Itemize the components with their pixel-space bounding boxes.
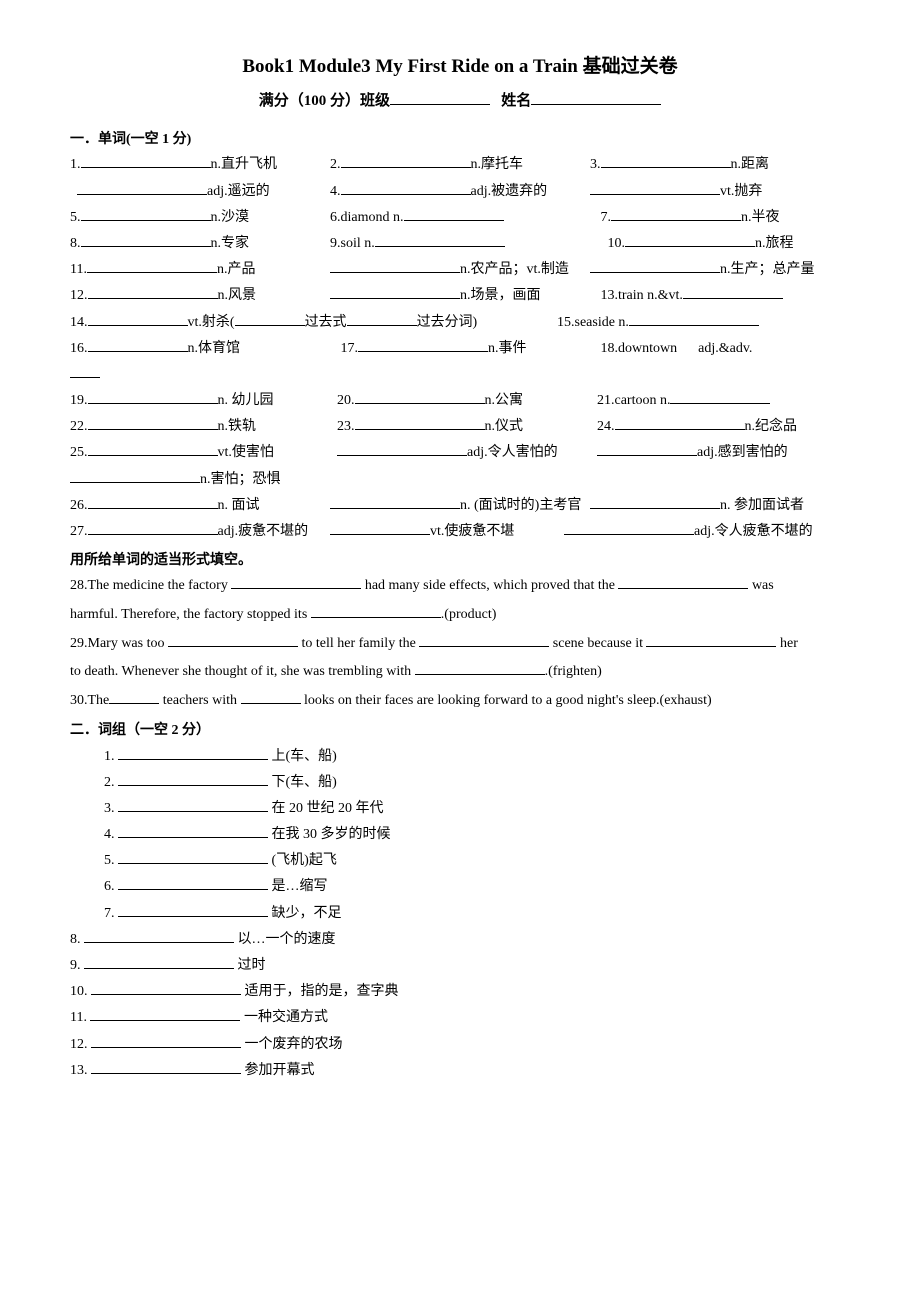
vocab-row: 26.n. 面试 n. (面试时的)主考官 n. 参加面试者 (70, 493, 850, 518)
answer-blank[interactable] (118, 796, 268, 812)
phrase-item: 3. 在 20 世纪 20 年代 (70, 796, 850, 821)
answer-blank[interactable] (118, 770, 268, 786)
fill-question: 30.The teachers with looks on their face… (70, 688, 850, 715)
answer-blank[interactable] (91, 979, 241, 995)
vocab-row: 19.n. 幼儿园 20.n.公寓 21.cartoon n. (70, 388, 850, 413)
fill-question: harmful. Therefore, the factory stopped … (70, 602, 850, 629)
phrase-item: 7. 缺少，不足 (70, 901, 850, 926)
vocab-row: adj.遥远的 4.adj.被遗弃的 vt.抛弃 (70, 179, 850, 204)
page-subtitle: 满分（100 分）班级 姓名 (70, 88, 850, 115)
phrase-item: 12. 一个废弃的农场 (70, 1032, 850, 1057)
phrase-item: 6. 是…缩写 (70, 874, 850, 899)
vocab-row: 11.n.产品 n.农产品；vt.制造 n.生产；总产量 (70, 257, 850, 282)
answer-blank[interactable] (118, 901, 268, 917)
page-title: Book1 Module3 My First Ride on a Train 基… (70, 50, 850, 84)
phrase-item: 11. 一种交通方式 (70, 1005, 850, 1030)
phrase-item: 10. 适用于，指的是，查字典 (70, 979, 850, 1004)
vocab-row: 22.n.铁轨 23.n.仪式 24.n.纪念品 (70, 414, 850, 439)
vocab-row: 12.n.风景 n.场景，画面 13.train n.&vt. (70, 283, 850, 308)
vocab-row: 5.n.沙漠 6.diamond n. 7.n.半夜 (70, 205, 850, 230)
vocab-row (70, 362, 850, 387)
answer-blank[interactable] (91, 1032, 241, 1048)
answer-blank[interactable] (84, 953, 234, 969)
vocab-row: 8.n.专家 9.soil n. 10.n.旅程 (70, 231, 850, 256)
vocab-row: 16.n.体育馆 17.n.事件 18.downtown adj.&adv. (70, 336, 850, 361)
phrase-item: 1. 上(车、船) (70, 744, 850, 769)
phrase-item: 5. (飞机)起飞 (70, 848, 850, 873)
answer-blank[interactable] (118, 848, 268, 864)
answer-blank[interactable] (118, 822, 268, 838)
answer-blank[interactable] (84, 927, 234, 943)
phrase-item: 9. 过时 (70, 953, 850, 978)
phrase-item: 8. 以…一个的速度 (70, 927, 850, 952)
vocab-row: 14.vt.射杀(过去式过去分词) 15.seaside n. (70, 310, 850, 335)
section1-heading: 一．单词(一空 1 分) (70, 127, 850, 152)
answer-blank[interactable] (118, 744, 268, 760)
phrase-item: 13. 参加开幕式 (70, 1058, 850, 1083)
answer-blank[interactable] (118, 874, 268, 890)
answer-blank[interactable] (91, 1058, 241, 1074)
answer-blank[interactable] (90, 1005, 240, 1021)
phrase-item: 2. 下(车、船) (70, 770, 850, 795)
phrase-item: 4. 在我 30 多岁的时候 (70, 822, 850, 847)
vocab-row: 25.vt.使害怕 adj.令人害怕的 adj.感到害怕的 (70, 440, 850, 465)
fill-question: 28.The medicine the factory had many sid… (70, 573, 850, 600)
vocab-row: n.害怕；恐惧 (70, 467, 850, 492)
vocab-row: 1.n.直升飞机 2.n.摩托车 3.n.距离 (70, 152, 850, 177)
fill-heading: 用所给单词的适当形式填空。 (70, 548, 850, 573)
fill-question: to death. Whenever she thought of it, sh… (70, 659, 850, 686)
vocab-row: 27.adj.疲惫不堪的 vt.使疲惫不堪 adj.令人疲惫不堪的 (70, 519, 850, 544)
fill-question: 29.Mary was too to tell her family the s… (70, 631, 850, 658)
section2-heading: 二．词组（一空 2 分） (70, 718, 850, 743)
